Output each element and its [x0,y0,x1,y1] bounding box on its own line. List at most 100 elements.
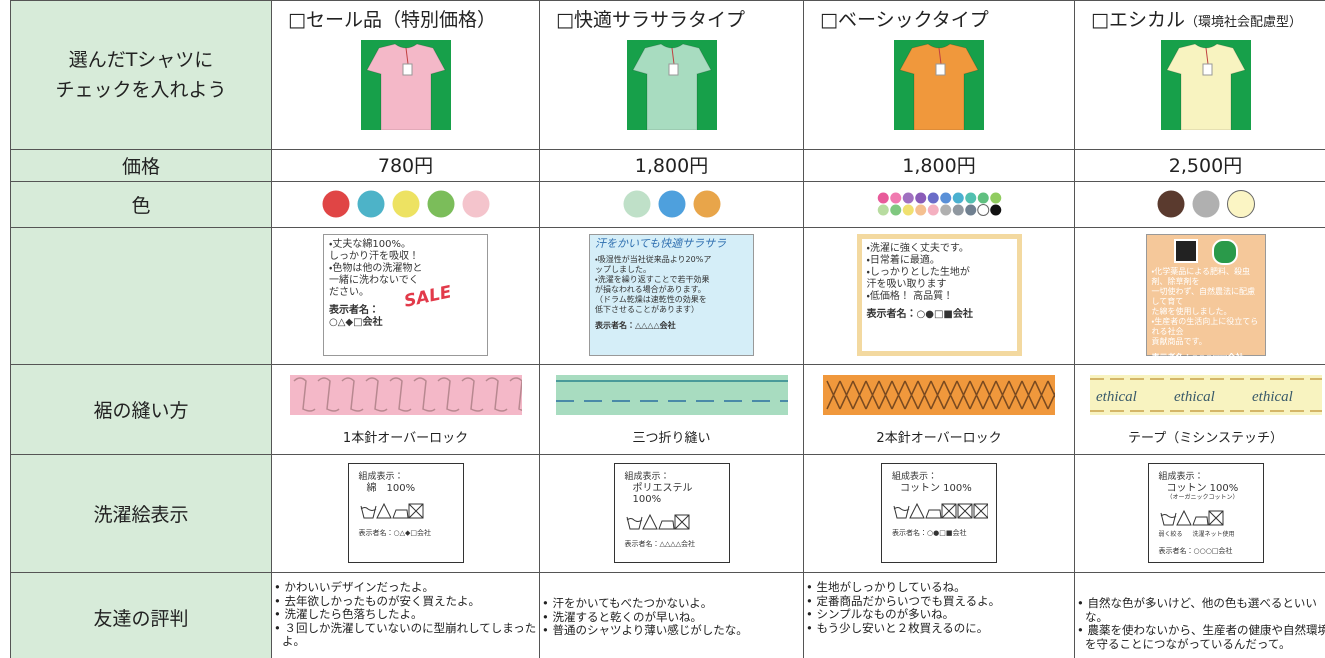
tag-maker: ○△◆□会社 [329,317,383,328]
tag-line: しっかり汗を吸収！ [329,251,419,262]
tag-line: ・丈夫な綿100%。 [329,239,411,250]
product-header: □ベーシックタイプ [804,0,1075,150]
care-maker: 表示者名：○△◆□会社 [358,529,432,537]
color-swatch [939,192,951,204]
care-symbols [1160,509,1223,526]
care-symbol-dry [973,503,988,519]
tag-heading: 汗をかいても快適サラサラ [595,237,727,250]
hem-band [823,375,1055,415]
row-label-cell: 裾の縫い方 [10,365,272,455]
product-tag: ・洗濯に強く丈夫です。 ・日常着に最適。 ・しっかりとした生地が 汗を吸い取ります ・低… [856,234,1022,356]
shirt-image [626,40,717,130]
color-swatch [902,204,914,216]
care-symbol-dry [1208,510,1223,526]
shirt-image [894,40,984,130]
color-swatches [623,190,720,218]
care-symbol-wash [360,505,376,519]
care-symbol-bleach [1175,509,1192,526]
shirt-image [1160,40,1251,130]
tag-cell: ・化学薬品による肥料、殺虫剤、除草剤を 一切使わず、自然農法に配慮して育て た綿を使… [1075,228,1325,365]
tape-text: ethical [1174,389,1215,405]
shirt [631,43,712,130]
hem-overlock [826,380,1055,410]
care-symbol-bleach [641,513,658,530]
review: ３回しか洗濯していないのに型崩れしてしまったよ。 [274,621,539,649]
color-swatch [877,192,889,204]
review: 汗をかいてもべたつかないよ。 [542,596,803,611]
care-symbol-wash [893,505,910,519]
shirt-tag [1202,63,1212,76]
care-label: 組成表示：綿 100% 表示者名：○△◆□会社 [347,463,464,563]
tag-line: ・化学薬品による肥料、殺虫剤、除草剤を [1151,267,1250,286]
hem-band [289,375,522,415]
review: 生地がしっかりしているね。 [806,580,1074,595]
review-cell: 生地がしっかりしているね。定番商品だからいつでも買えるよ。シンプルなものが多いね… [804,573,1075,658]
tag-cell: 汗をかいても快適サラサラ ・吸湿性が当社従来品より20%ア ップしました。 ・洗濯を繰… [540,228,804,365]
shirt-tag-string [671,47,674,65]
care-cell: 組成表示： コットン 100% 表示者名：○●□■会社 [804,455,1075,573]
tape-text: ethical [1252,389,1293,405]
price-cell: 780円 [272,150,540,182]
shirt [899,43,979,130]
tag-line: ・日常着に最適。 [866,255,940,266]
shirt-tag-string [405,47,408,65]
tag-line: ・吸湿性が当社従来品より20%ア [595,255,712,264]
review-list: 生地がしっかりしているね。定番商品だからいつでも買えるよ。シンプルなものが多いね… [804,580,1074,636]
care-cell: 組成表示： コットン 100% （オーガニックコットン） 弱く絞る 洗濯ネット使用 表示者… [1075,455,1325,573]
tag-maker: 表示者名：○●□■会社 [866,309,973,320]
tag-line: 一切使わず、自然農法に配慮して育て [1151,287,1255,306]
hem-cell: 1本針オーバーロック [272,365,540,455]
color-swatch [976,204,989,216]
price: 780円 [377,155,434,177]
care-symbol-iron [657,520,675,530]
review-cell: 自然な色が多いけど、他の色も選べるといいな。農薬を使わないから、生産者の健康や自… [1075,573,1325,658]
color-swatch [1157,190,1184,218]
hem-sample [555,375,788,415]
care-maker: 表示者名：○●□■会社 [892,529,967,537]
organic-logo [1211,239,1238,265]
review-cell: 汗をかいてもべたつかないよ。洗濯すると乾くのが早いね。普通のシャツより薄い感じが… [540,573,804,658]
price-cell: 2,500円 [1075,150,1325,182]
product-name: □快適サラサラタイプ [556,9,745,31]
care-sub-label: 洗濯ネット使用 [1192,531,1235,538]
care-symbol-bleach [909,502,925,519]
color-swatches [1157,190,1255,218]
review: 自然な色が多いけど、他の色も選べるといいな。 [1077,596,1325,624]
color-swatch [357,190,384,218]
tag-line: ・色物は他の洗濯物と [329,263,423,274]
hem-label: 1本針オーバーロック [342,431,469,446]
tag-line: （ドラム乾燥は速乾性の効果を [595,295,707,304]
hem-sample [823,375,1055,415]
review: もう少し安いと２枚買えるのに。 [806,621,1074,636]
prompt-cell: 選んだTシャツに チェックを入れよう [10,0,272,150]
care-label: 組成表示： ポリエステル100% 表示者名：△△△△会社 [613,463,730,563]
review: シンプルなものが多いね。 [806,607,1074,622]
care-title: 組成表示： [892,472,938,482]
color-swatch [989,204,1001,216]
care-sub-label: 弱く絞る [1158,531,1183,538]
price-cell: 1,800円 [804,150,1075,182]
fairtrade-logo [1173,239,1198,263]
product-header: □快適サラサラタイプ [540,0,804,150]
care-symbols [893,502,988,519]
care-symbol-iron [391,509,409,519]
color-swatch [623,190,650,218]
product-name-wrap: □エシカル（環境社会配慮型） [1075,5,1325,32]
prompt-line: チェックを入れよう [55,79,227,101]
care-symbols [360,502,423,519]
care-material: コットン 100% [1166,483,1239,494]
product-name: □ベーシックタイプ [820,9,989,31]
tag-line: ・洗濯を繰り返すことで若干効果 [595,275,710,284]
prompt-line: 選んだTシャツに [68,49,214,71]
care-cell: 組成表示：綿 100% 表示者名：○△◆□会社 [272,455,540,573]
price: 2,500円 [1168,155,1243,177]
review-cell: かわいいデザインだったよ。去年欲しかったものが安く買えたよ。洗濯したら色落ちした… [272,573,540,658]
tag-maker: 表示者名：△△△△会社 [595,321,676,330]
color-swatch [927,204,939,216]
tag-line: た綿を使用しました。 [1151,307,1232,316]
care-symbol-bleach [375,502,392,519]
row-label-cell [10,228,272,365]
care-symbol-dry [957,503,973,519]
care-material: ポリエステル100% [632,483,693,505]
